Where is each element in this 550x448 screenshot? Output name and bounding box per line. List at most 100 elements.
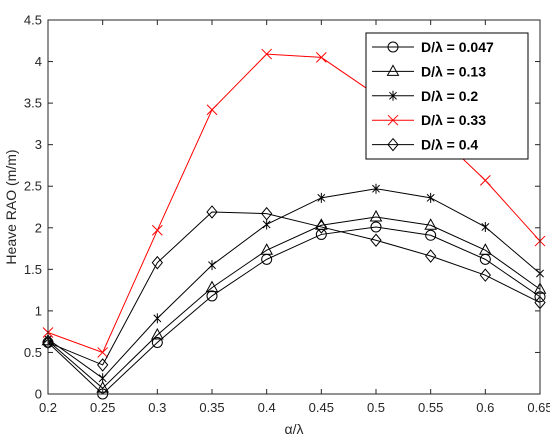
- asterisk-marker: [262, 219, 271, 230]
- series-line: [47, 188, 541, 379]
- triangle-marker: [478, 243, 492, 255]
- y-tick-label: 1.5: [24, 262, 42, 277]
- data-point-marker: [206, 104, 218, 116]
- legend-entry: D/λ = 0.33: [372, 112, 486, 128]
- legend-entry: D/λ = 0.047: [372, 39, 494, 55]
- data-point-marker: [97, 358, 109, 372]
- data-point-marker: [98, 373, 107, 384]
- triangle-marker: [150, 327, 164, 340]
- x-tick-label: 0.3: [148, 400, 166, 415]
- data-point-marker: [426, 192, 435, 203]
- data-point-marker: [479, 175, 491, 186]
- x-marker: [387, 114, 399, 126]
- x-tick-label: 0.5: [367, 400, 385, 415]
- x-marker: [261, 48, 273, 60]
- circle-marker: [151, 336, 163, 348]
- axis-ticks: 0.2 0.25 0.3 0.35 0.4 0.45 0.5 0.55 0.6 0.65 0 0.5 1…: [24, 13, 550, 416]
- diamond-marker: [479, 268, 491, 282]
- x-marker: [315, 52, 327, 63]
- diamond-marker: [315, 220, 327, 234]
- data-point-marker: [389, 90, 397, 101]
- circle-marker: [425, 229, 437, 241]
- x-tick-label: 0.4: [258, 400, 276, 415]
- data-point-marker: [479, 268, 491, 282]
- asterisk-marker: [317, 192, 326, 203]
- data-point-marker: [261, 48, 273, 60]
- diamond-marker: [370, 233, 382, 248]
- circle-marker: [370, 221, 382, 233]
- triangle-marker: [369, 209, 383, 222]
- legend-label: D/λ = 0.4: [421, 137, 478, 153]
- diamond-marker: [387, 137, 399, 152]
- x-tick-label: 0.55: [418, 400, 443, 415]
- triangle-marker: [424, 218, 438, 230]
- data-point-marker: [206, 205, 218, 219]
- diamond-marker: [151, 255, 163, 270]
- plot-area-frame: [47, 19, 541, 395]
- diamond-marker: [261, 206, 273, 221]
- x-tick-label: 0.2: [39, 400, 57, 415]
- circle-marker: [387, 41, 399, 53]
- data-point-marker: [424, 218, 438, 230]
- x-marker: [151, 224, 163, 236]
- y-tick-label: 4.5: [24, 13, 42, 28]
- series-line: [47, 211, 541, 366]
- y-tick-label: 4: [35, 54, 42, 69]
- x-marker: [206, 104, 218, 116]
- x-tick-label: 0.25: [90, 400, 115, 415]
- y-tick-label: 3.5: [24, 96, 42, 111]
- legend-label: D/λ = 0.13: [421, 63, 486, 79]
- legend-label: D/λ = 0.33: [421, 112, 486, 128]
- asterisk-marker: [372, 183, 380, 194]
- triangle-marker: [205, 280, 219, 293]
- data-point-marker: [261, 206, 273, 221]
- legend-entry: D/λ = 0.4: [372, 137, 478, 153]
- data-point-marker: [97, 347, 109, 358]
- data-point-marker: [387, 114, 399, 126]
- asterisk-marker: [208, 260, 216, 271]
- data-point-marker: [260, 243, 274, 255]
- data-point-marker: [478, 243, 492, 255]
- x-marker: [479, 175, 491, 186]
- data-point-marker: [370, 221, 382, 233]
- legend-entry: D/λ = 0.2: [372, 88, 478, 104]
- triangle-marker: [260, 243, 274, 255]
- series-line: [47, 216, 541, 389]
- data-point-marker: [315, 52, 327, 63]
- data-point-marker: [387, 41, 399, 53]
- data-point-marker: [425, 229, 437, 241]
- y-axis-label: Heave RAO (m/m): [3, 149, 19, 264]
- data-point-marker: [315, 220, 327, 234]
- data-point-marker: [151, 336, 163, 348]
- diamond-marker: [206, 205, 218, 219]
- legend: D/λ = 0.047 D/λ = 0.13 D/λ = 0.2 D/λ = 0.33…: [365, 32, 529, 160]
- y-tick-label: 2.5: [24, 179, 42, 194]
- data-point-marker: [425, 249, 437, 263]
- y-tick-label: 1: [35, 303, 42, 318]
- data-point-marker: [150, 327, 164, 340]
- x-tick-label: 0.65: [527, 400, 550, 415]
- asterisk-marker: [426, 192, 435, 203]
- diamond-marker: [425, 249, 437, 263]
- x-axis-label: α/λ: [285, 421, 304, 437]
- asterisk-marker: [98, 373, 107, 384]
- x-tick-label: 0.45: [309, 400, 334, 415]
- data-point-marker: [262, 219, 271, 230]
- series: [42, 205, 546, 372]
- data-point-marker: [369, 209, 383, 222]
- data-point-marker: [153, 313, 162, 324]
- x-tick-label: 0.6: [476, 400, 494, 415]
- data-point-marker: [205, 280, 219, 293]
- asterisk-marker: [389, 90, 397, 101]
- series-line: [47, 226, 541, 395]
- series: [44, 183, 544, 384]
- data-point-marker: [206, 290, 218, 302]
- x-tick-label: 0.35: [199, 400, 224, 415]
- data-point-marker: [372, 183, 380, 194]
- y-tick-label: 2: [35, 220, 42, 235]
- data-point-marker: [151, 224, 163, 236]
- diamond-marker: [97, 358, 109, 372]
- asterisk-marker: [481, 221, 490, 232]
- y-tick-label: 0: [35, 387, 42, 402]
